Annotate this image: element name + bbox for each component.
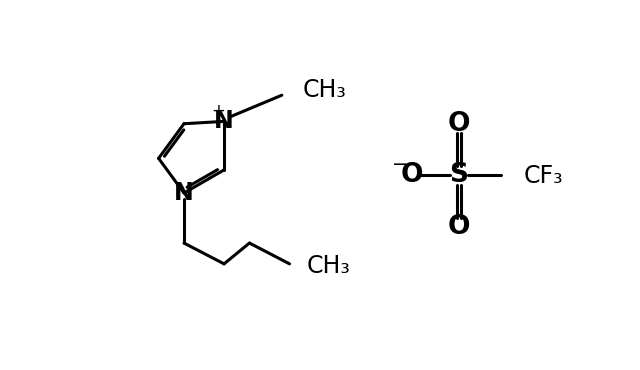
Text: CF₃: CF₃ [524, 164, 563, 188]
Text: O: O [401, 162, 423, 188]
Text: N: N [174, 181, 194, 205]
Text: +: + [212, 102, 225, 120]
Text: CH₃: CH₃ [303, 78, 346, 102]
Text: S: S [449, 162, 468, 188]
Text: CH₃: CH₃ [307, 254, 350, 278]
Text: −: − [392, 155, 408, 174]
Text: O: O [447, 214, 470, 240]
Text: N: N [214, 110, 234, 134]
Text: O: O [447, 111, 470, 137]
